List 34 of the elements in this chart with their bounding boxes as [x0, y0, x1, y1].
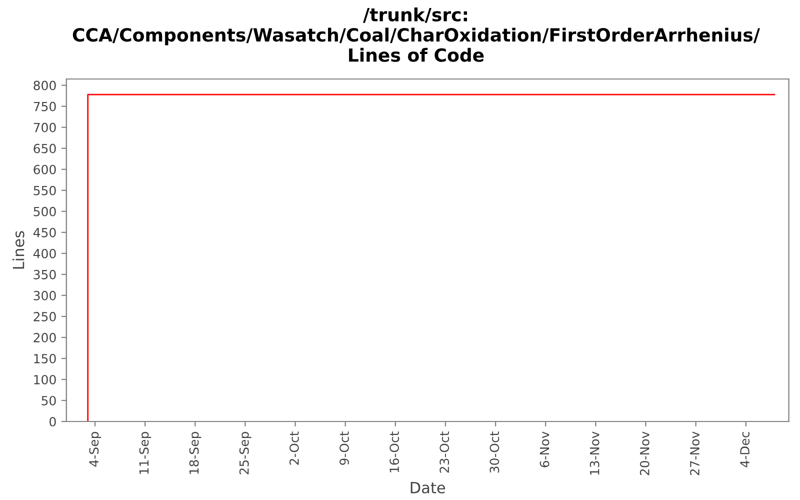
y-tick-label: 250 [34, 312, 56, 322]
y-tick-label: 600 [34, 164, 56, 174]
x-tick-label: 4-Dec [740, 432, 750, 468]
y-tick-label: 750 [34, 102, 56, 112]
x-tick-label: 16-Oct [390, 432, 400, 472]
y-tick-label: 300 [34, 290, 56, 300]
y-tick-label: 450 [33, 228, 56, 238]
y-tick-label: 700 [34, 122, 56, 132]
chart-title: /trunk/src: CCA/Components/Wasatch/Coal/CharOxidation/FirstOrderArrhenius/ Lines of Code [72, 8, 760, 62]
y-tick-label: 800 [34, 80, 56, 90]
y-tick-label: 550 [34, 186, 56, 196]
x-tick-label: 9-Oct [340, 432, 349, 465]
x-tick-label: 11-Sep [139, 432, 152, 474]
x-tick-label: 13-Nov [590, 432, 600, 475]
y-tick-label: 100 [34, 374, 56, 384]
x-tick-label: 4-Sep [89, 432, 102, 467]
y-tick-label: 400 [33, 248, 56, 258]
y-tick-label: 200 [34, 332, 56, 342]
y-tick-label: 350 [34, 270, 56, 280]
y-tick-label: 500 [34, 206, 56, 216]
x-tick-label: 23-Oct [440, 432, 450, 473]
y-tick-label: 50 [42, 396, 56, 406]
x-axis-title: Date [410, 482, 446, 494]
y-tick-label: 0 [50, 416, 56, 426]
y-tick-label: 650 [34, 144, 56, 154]
x-tick-label: 18-Sep [189, 432, 202, 474]
x-tick-label: 20-Nov [640, 432, 650, 476]
x-tick-label: 25-Sep [239, 432, 252, 474]
x-tick-label: 27-Nov [690, 432, 700, 476]
y-axis-title: Lines [12, 231, 24, 269]
y-tick-label: 150 [34, 354, 56, 364]
x-tick-label: 2-Oct [289, 432, 299, 465]
x-tick-label: 6-Nov [540, 432, 550, 468]
x-tick-label: 30-Oct [490, 432, 500, 473]
